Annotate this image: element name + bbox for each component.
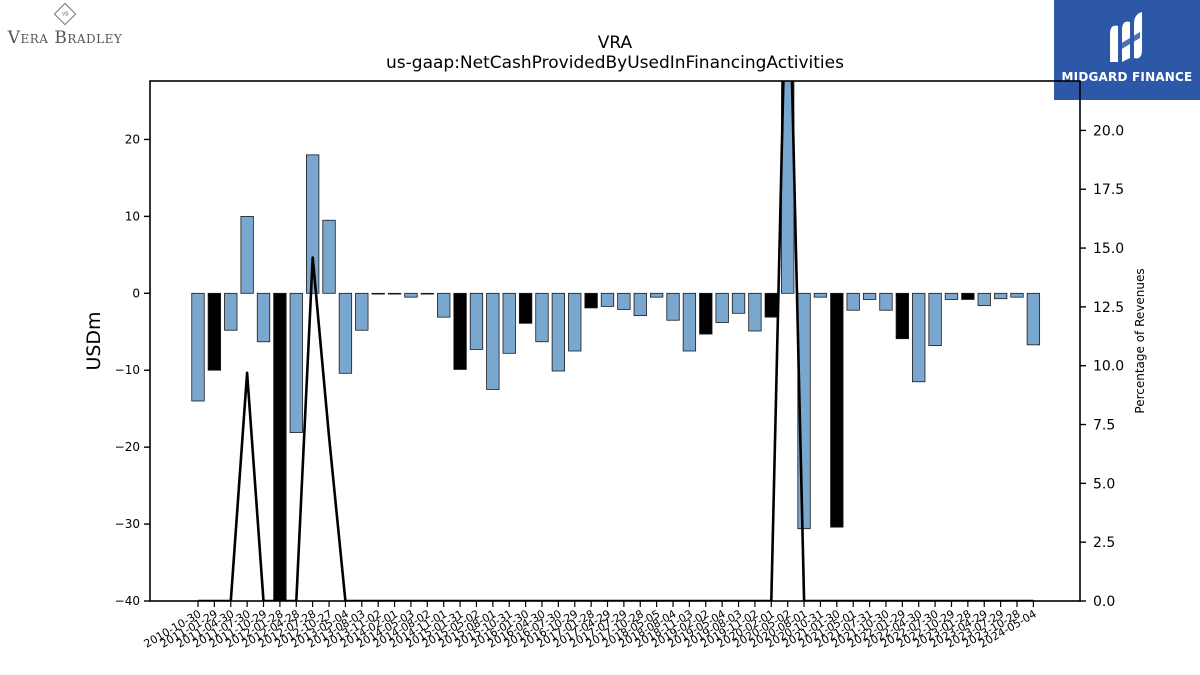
y2-tick-label: 20.0	[1093, 123, 1124, 139]
logo-name-right: MIDGARD FINANCE	[1061, 70, 1193, 84]
bar-2023-04-29	[977, 292, 991, 307]
bar-2020-02-01	[764, 292, 778, 318]
bar-2019-08-03	[731, 292, 746, 314]
midgard-finance-logo: MIDGARD FINANCE	[1054, 0, 1200, 100]
bar-2013-11-02	[371, 292, 385, 295]
chart-title: VRA	[598, 33, 633, 53]
bar-2015-08-01	[486, 292, 500, 390]
bar-2023-10-28	[1010, 292, 1024, 298]
midgard-m-logo-icon	[1110, 12, 1142, 62]
y-tick-label: −40	[115, 594, 140, 608]
bar-2016-04-30	[535, 292, 549, 343]
bar-2017-04-29	[600, 292, 615, 307]
bar-2011-01-29	[207, 292, 222, 371]
bar-2014-02-01	[387, 292, 402, 295]
bar-2021-05-01	[846, 292, 860, 311]
bar-2024-05-04	[1026, 292, 1041, 346]
bar-2017-07-29	[617, 292, 631, 310]
bar-2010-10-30	[191, 292, 205, 402]
bar-2013-08-03	[355, 292, 369, 331]
y-tick-label: −30	[115, 517, 140, 531]
y2-tick-label: 17.5	[1093, 182, 1124, 198]
bar-2012-10-27	[322, 219, 336, 294]
bar-2019-02-02	[699, 292, 713, 335]
y2-tick-label: 0.0	[1093, 594, 1115, 610]
y-tick-label: −10	[115, 363, 140, 377]
bar-2012-07-28	[306, 154, 320, 294]
chart-subtitle: us-gaap:NetCashProvidedByUsedInFinancing…	[386, 53, 844, 73]
y2-tick-label: 10.0	[1093, 359, 1124, 375]
y2-tick-label: 15.0	[1093, 241, 1124, 257]
bar-2013-05-04	[338, 292, 353, 374]
bar-2019-11-02	[748, 292, 762, 332]
bar-2021-07-31	[862, 292, 877, 300]
bar-2014-11-01	[437, 292, 451, 318]
bar-2016-10-29	[568, 292, 582, 352]
y-tick-label: 0	[132, 286, 140, 300]
bar-series	[191, 81, 1041, 601]
bar-2011-07-30	[240, 215, 254, 294]
bar-2023-07-29	[993, 292, 1008, 300]
vera-bradley-logo: VB Vera Bradley	[6, 2, 124, 48]
y-tick-label: 10	[125, 209, 140, 223]
bar-2022-10-29	[944, 292, 959, 300]
bar-2021-01-30	[830, 292, 844, 528]
bar-2022-01-29	[895, 292, 909, 340]
bar-2012-01-28	[273, 292, 287, 601]
bar-2014-05-03	[404, 292, 418, 298]
bar-2017-01-28	[584, 292, 598, 309]
y2-tick-label: 7.5	[1093, 418, 1115, 434]
bar-2011-10-29	[256, 292, 271, 343]
bar-2023-01-28	[961, 292, 975, 300]
bar-2016-07-30	[551, 292, 566, 372]
bar-2015-01-31	[453, 292, 467, 370]
y-tick-label: −20	[115, 440, 140, 454]
bar-2016-01-30	[518, 292, 533, 324]
line-series	[198, 81, 1034, 601]
bar-2018-05-05	[649, 292, 664, 298]
bar-2017-10-28	[633, 292, 647, 317]
bar-2022-04-30	[912, 292, 926, 383]
bar-2021-10-30	[879, 292, 893, 311]
bar-2015-10-31	[502, 292, 516, 354]
bar-2018-11-03	[682, 292, 697, 352]
y-axis-label: USDm	[83, 311, 105, 370]
y-tick-label: 20	[125, 132, 140, 146]
logo-name-left: Vera Bradley	[7, 28, 123, 48]
bar-2018-08-04	[666, 292, 680, 321]
bar-2012-04-28	[289, 292, 303, 433]
bar-2022-07-30	[928, 292, 942, 347]
bar-2014-08-02	[420, 292, 434, 295]
axes: −40 −30 −20 −10 0 10 20 0.0 2.5 5.0 7.5 10.0 12.5 15.…	[115, 80, 1124, 651]
y2-tick-label: 5.0	[1093, 476, 1115, 492]
y2-tick-label: 2.5	[1093, 535, 1115, 551]
bar-2011-04-30	[224, 292, 238, 331]
y2-axis-label: Percentage of Revenues	[1133, 268, 1147, 413]
bar-2015-05-02	[469, 292, 484, 350]
plot-frame	[149, 80, 1081, 602]
y2-tick-label: 12.5	[1093, 300, 1124, 316]
percentage-line	[198, 81, 1034, 601]
bar-2020-10-31	[813, 292, 828, 298]
bar-2019-05-04	[715, 292, 729, 323]
